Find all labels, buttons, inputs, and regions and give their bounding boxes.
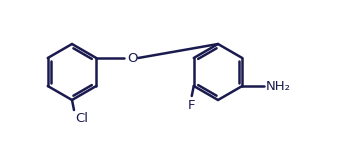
Text: NH₂: NH₂ bbox=[266, 80, 291, 93]
Text: O: O bbox=[127, 51, 137, 64]
Text: F: F bbox=[188, 99, 195, 112]
Text: Cl: Cl bbox=[75, 112, 88, 125]
